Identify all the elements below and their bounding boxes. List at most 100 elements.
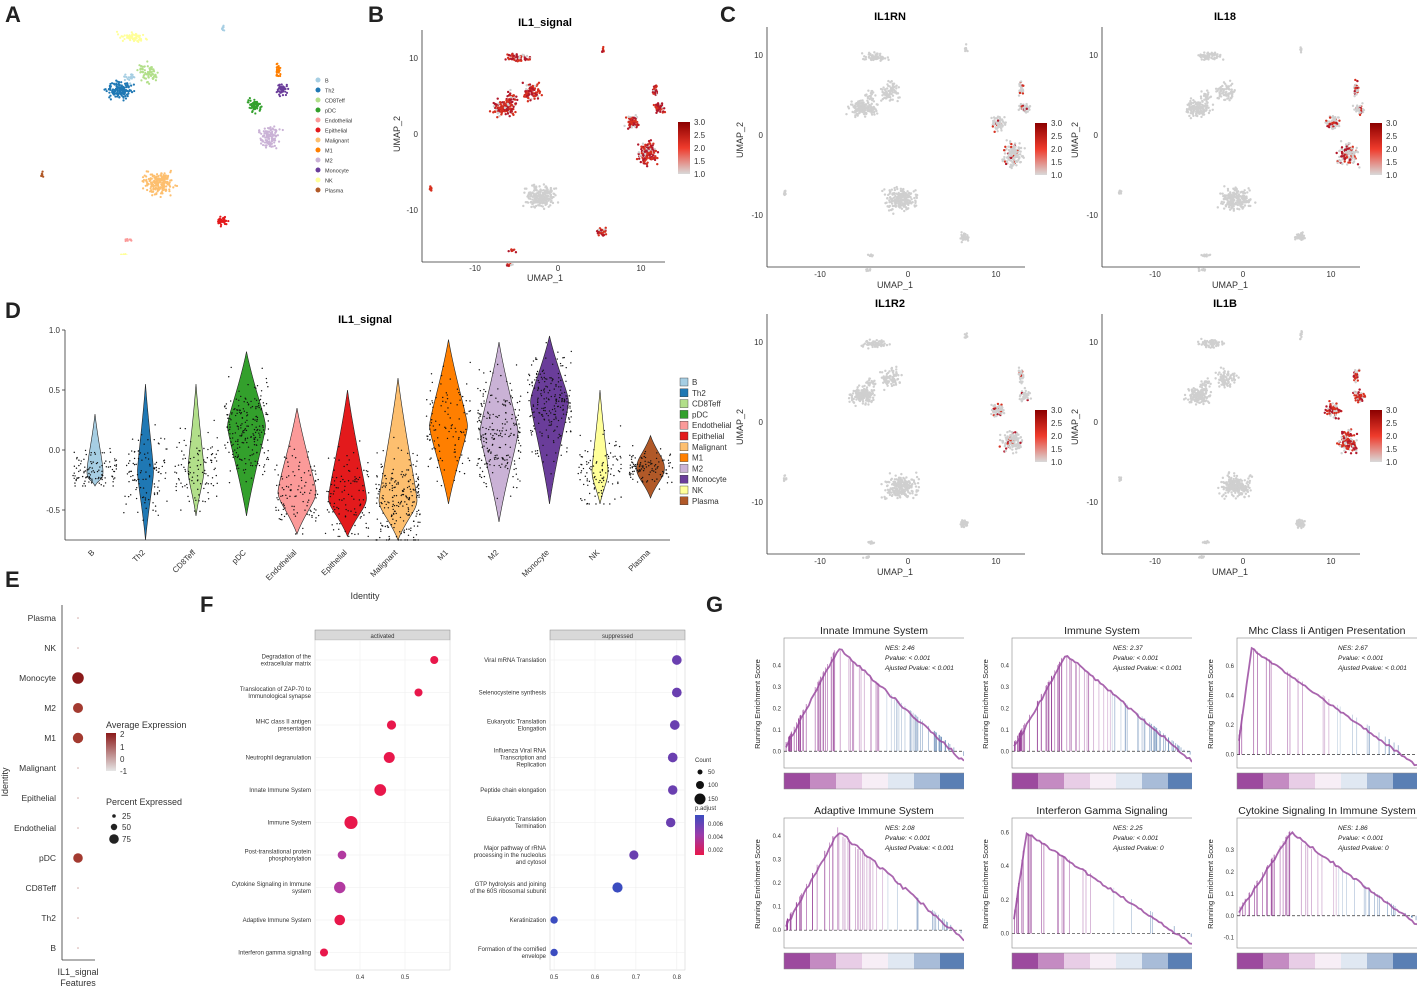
gsea-title: Immune System <box>1064 625 1140 637</box>
rank-band <box>1367 953 1394 969</box>
term-label: Formation of the cornified envelope <box>478 947 547 960</box>
y-axis-label: UMAP_2 <box>1070 409 1080 445</box>
x-tick: M1 <box>436 548 451 563</box>
violin-plasma <box>628 434 674 499</box>
y-tick: M2 <box>44 703 56 713</box>
legend-label: M1 <box>325 149 333 155</box>
x-tick: Epithelial <box>320 548 349 577</box>
legend-item: M1 <box>679 453 704 463</box>
row-pdc: pDC <box>39 853 83 863</box>
term-label: Keratinization <box>510 918 546 924</box>
rank-band <box>1116 953 1143 969</box>
pvalue: Pvalue: < 0.001 <box>885 835 931 842</box>
violin-cd8teff <box>174 383 219 517</box>
x-tick: NK <box>587 548 602 563</box>
rank-band <box>1237 773 1264 789</box>
legend-item: Epithelial <box>679 431 725 441</box>
y-tick: -10 <box>406 206 418 215</box>
gsea-title: Innate Immune System <box>820 625 928 637</box>
adjusted-pvalue: Ajusted Pvalue: < 0.001 <box>1112 665 1182 672</box>
color-scale: 3.0 2.5 2.0 1.5 1.0 <box>678 118 706 179</box>
term-label: Viral mRNA Translation <box>484 658 546 664</box>
row-epithelial: Epithelial <box>22 793 79 803</box>
y-tick: 10 <box>1089 338 1098 347</box>
panel-label-c: C <box>720 2 736 27</box>
padj-legend: p.adjust 0.006 0.004 0.002 <box>695 806 724 855</box>
enrichment-dot <box>550 916 558 924</box>
scale-tick: 2.5 <box>1051 419 1063 428</box>
x-tick: 0.6 <box>591 975 600 981</box>
legend-item: Endothelial <box>679 420 732 430</box>
rank-band <box>1263 773 1290 789</box>
legend-label: Malignant <box>325 139 349 145</box>
rank-band <box>914 773 941 789</box>
y-tick: 0 <box>1094 418 1099 427</box>
expression-dot <box>72 672 84 684</box>
y-tick: Malignant <box>19 763 56 773</box>
y-tick: 0.1 <box>1226 892 1235 898</box>
enrichment-dot <box>319 948 329 957</box>
panel-d-violin-plot: IL1_signal 1.00.50.0-0.5 B Th2 CD8Teff pDC E… <box>46 314 732 601</box>
rank-band <box>1090 773 1117 789</box>
feature-plot-il1rn: IL1RN 10 0 -10 -10 0 10 UMAP_1 UMAP_2 3.0 2.5 2.0 1.… <box>735 11 1063 290</box>
violin-m2 <box>476 341 522 523</box>
rank-band <box>940 773 964 789</box>
violin-malignant <box>375 377 421 541</box>
y-axis-label: Running Enrichment Score <box>981 839 990 929</box>
legend-tick: 0 <box>120 755 125 764</box>
y-axis-label: UMAP_2 <box>735 122 745 158</box>
rank-band <box>862 773 889 789</box>
panel-label-g: G <box>706 592 724 617</box>
rank-band <box>1393 773 1417 789</box>
rank-band <box>1168 773 1192 789</box>
x-axis-label: Identity <box>350 591 380 601</box>
legend-label: Plasma <box>692 497 719 506</box>
y-axis-label: Running Enrichment Score <box>1206 839 1215 929</box>
rank-band <box>914 953 941 969</box>
panel-a-umap: B Th2 CD8Teff pDC Endothelial Epithelial Malig… <box>40 24 352 255</box>
rank-band <box>810 773 837 789</box>
term-label: Eukaryotic Translation Termination <box>487 817 546 830</box>
rank-band <box>836 953 863 969</box>
umap-points <box>1117 329 1367 559</box>
y-tick: -0.1 <box>1224 936 1235 942</box>
gsea-title: Interferon Gamma Signaling <box>1036 805 1167 817</box>
expression-dot <box>77 887 79 889</box>
enrichment-dot <box>629 850 639 860</box>
x-axis-label: UMAP_1 <box>527 273 563 283</box>
y-tick: 0.4 <box>773 834 782 840</box>
legend-label: B <box>325 79 329 85</box>
legend-label: Monocyte <box>692 475 727 484</box>
legend-label: pDC <box>325 109 336 115</box>
panel-label-e: E <box>5 567 20 592</box>
term-label: Innate Immune System <box>249 788 311 794</box>
legend-item: M2 <box>315 157 333 165</box>
feature-plot-il18: IL18 10 0 -10 -10 0 10 UMAP_1 UMAP_2 3.0 2.5 2.0 1.5… <box>1070 11 1398 290</box>
scale-tick: 2.0 <box>1386 432 1398 441</box>
nes-value: NES: 2.25 <box>1113 825 1143 832</box>
count-value: 150 <box>708 797 719 803</box>
x-tick: 0 <box>1241 557 1246 566</box>
legend-label: NK <box>325 179 333 185</box>
rank-band <box>1142 773 1169 789</box>
x-tick: Plasma <box>627 548 653 574</box>
panel-b-title: IL1_signal <box>518 17 572 29</box>
y-tick: 10 <box>754 338 763 347</box>
x-tick: 10 <box>1327 270 1336 279</box>
legend-item: Epithelial <box>315 127 347 135</box>
rank-band <box>940 953 964 969</box>
row-cd8teff: CD8Teff <box>25 883 79 893</box>
x-tick: CD8Teff <box>171 548 198 575</box>
legend-label: Malignant <box>692 443 727 452</box>
y-tick: Th2 <box>41 913 56 923</box>
row-m1: M1 <box>44 732 84 744</box>
row-monocyte: Monocyte <box>19 672 84 684</box>
scale-tick: 1.5 <box>1051 445 1063 454</box>
rank-band <box>836 773 863 789</box>
enrichment-dot <box>612 882 623 893</box>
scale-tick: 1.5 <box>1051 158 1063 167</box>
nes-value: NES: 2.67 <box>1338 645 1368 652</box>
y-tick: B <box>50 943 56 953</box>
rank-band <box>1064 773 1091 789</box>
row-b: B <box>50 943 79 953</box>
